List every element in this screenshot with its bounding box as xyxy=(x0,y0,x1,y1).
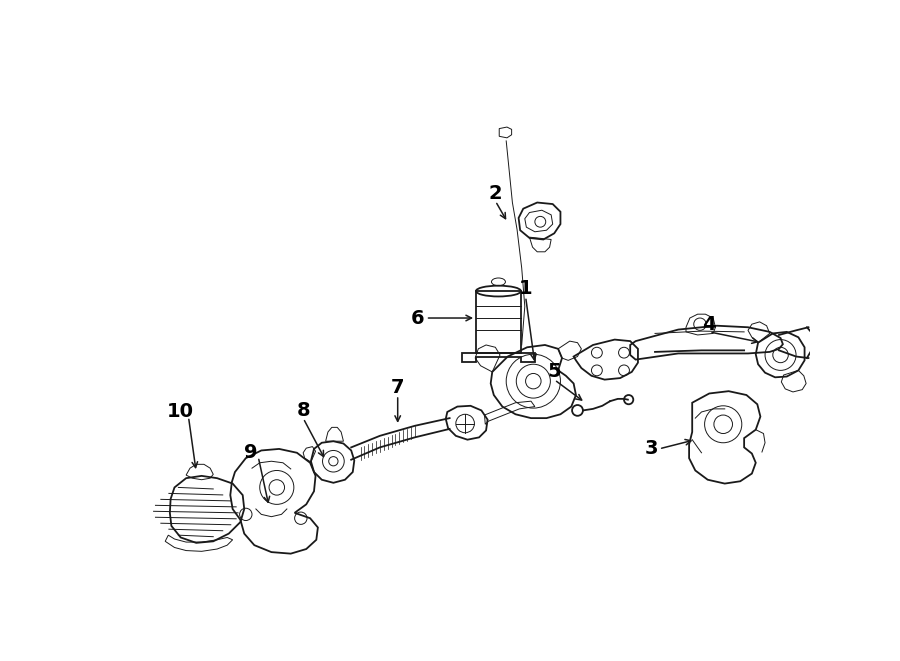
Text: 10: 10 xyxy=(167,403,194,422)
Text: 8: 8 xyxy=(296,401,310,420)
Text: 1: 1 xyxy=(518,279,533,298)
Text: 7: 7 xyxy=(391,378,404,397)
Text: 4: 4 xyxy=(702,315,716,334)
Text: 6: 6 xyxy=(411,309,425,327)
Text: 5: 5 xyxy=(547,362,561,381)
Text: 9: 9 xyxy=(244,444,257,462)
Text: 3: 3 xyxy=(644,440,658,459)
Text: 2: 2 xyxy=(489,184,502,203)
